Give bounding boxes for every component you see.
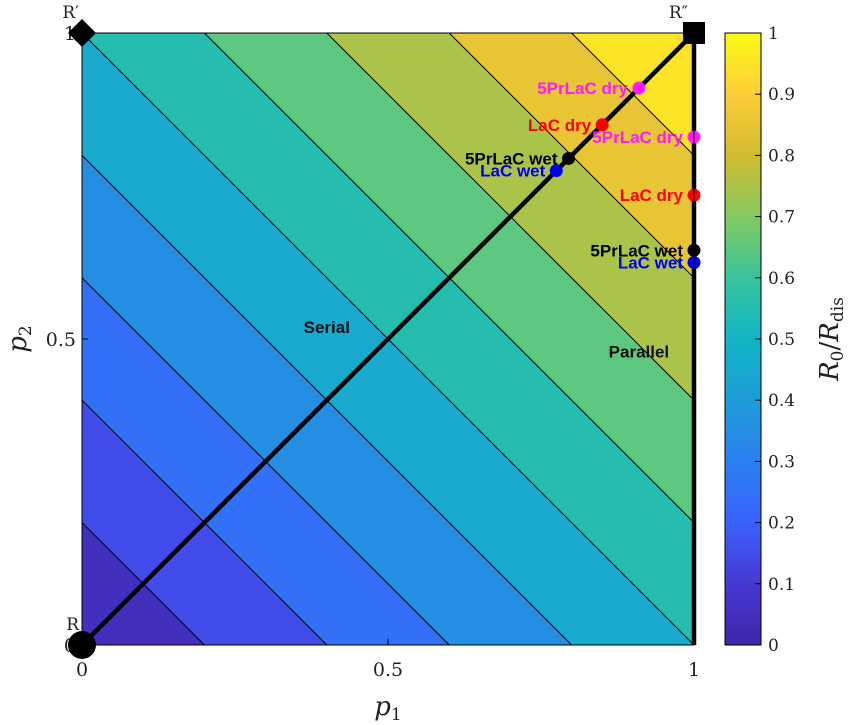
data-point-label: 5PrLaC wet [465,149,558,168]
corner-marker-diamond [68,19,96,47]
colorbar-tick-label: 0.9 [768,85,795,105]
data-point [595,118,609,132]
data-point-label: 5PrLaC dry [537,79,628,98]
data-point-label: 5PrLaC wet [590,241,683,260]
y-axis-subscript: 2 [16,325,36,336]
corner-marker-circle [68,631,96,659]
colorbar-tick-label: 0.2 [768,514,795,534]
colorbar-label: R0/Rdis [815,297,848,382]
colorbar-tick-label: 1 [768,24,779,44]
y-axis-title: p2 [3,325,36,352]
colorbar-tick-label: 0.3 [768,452,795,472]
x-tick-label: 1 [688,659,700,681]
colorbar-tick-label: 0 [768,636,779,656]
corner-marker-square [683,22,705,44]
colorbar-tick-label: 0.1 [768,575,795,595]
corner-label: R [66,615,80,635]
x-tick-label: 0.5 [373,659,403,681]
corner-markers: R R′ R″ [62,3,705,659]
data-point-label: LaC wet [480,162,546,181]
colorbar: 0 0.1 0.2 0.3 0.4 0.5 0.6 0.7 0.8 0.9 1 R0/Rdis [724,24,848,656]
path-serial [80,31,696,647]
data-point [632,81,646,95]
colorbar-ticks: 0 0.1 0.2 0.3 0.4 0.5 0.6 0.7 0.8 0.9 1 [755,24,795,656]
data-point [562,151,576,165]
path-label-parallel: Parallel [609,342,670,361]
x-axis-subscript: 1 [391,705,402,725]
corner-label: R′ [62,3,79,23]
y-tick-label: 0.5 [46,329,76,351]
data-point-label: LaC wet [618,254,684,273]
colorbar-tick-label: 0.5 [768,330,795,350]
data-point-label: LaC dry [620,186,684,205]
data-point [549,164,563,178]
colorbar-tick-label: 0.4 [768,391,795,411]
x-tick-label: 0 [76,659,88,681]
colorbar-tick-label: 0.8 [768,146,795,166]
data-point-label: 5PrLaC dry [592,128,683,147]
x-axis-title: p1 [374,692,401,725]
x-axis-ticks: 0 0.5 1 [76,639,700,681]
path-label-serial: Serial [304,318,350,337]
data-point-label: LaC dry [528,116,592,135]
colorbar-tick-label: 0.7 [768,208,795,228]
colorbar-tick-label: 0.6 [768,269,795,289]
corner-label: R″ [669,3,688,23]
